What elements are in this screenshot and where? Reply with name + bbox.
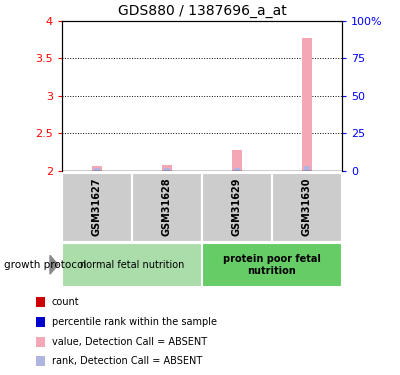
Text: value, Detection Call = ABSENT: value, Detection Call = ABSENT — [52, 337, 207, 347]
Bar — [36, 337, 45, 346]
Bar — [62, 243, 202, 287]
Text: count: count — [52, 297, 80, 307]
Title: GDS880 / 1387696_a_at: GDS880 / 1387696_a_at — [118, 4, 286, 18]
Text: GSM31627: GSM31627 — [92, 178, 102, 237]
Bar — [202, 172, 272, 242]
Bar — [272, 172, 342, 242]
Text: normal fetal nutrition: normal fetal nutrition — [80, 260, 184, 270]
Bar — [92, 166, 102, 171]
Text: GSM31628: GSM31628 — [162, 178, 172, 237]
Text: protein poor fetal
nutrition: protein poor fetal nutrition — [223, 254, 321, 276]
Text: rank, Detection Call = ABSENT: rank, Detection Call = ABSENT — [52, 356, 202, 366]
Bar — [162, 165, 172, 171]
Bar — [62, 172, 132, 242]
Bar — [304, 166, 310, 171]
Bar — [302, 38, 312, 171]
Bar — [132, 172, 202, 242]
Bar — [36, 297, 45, 307]
Bar — [232, 150, 242, 171]
Text: GSM31629: GSM31629 — [232, 178, 242, 237]
Polygon shape — [50, 255, 58, 274]
Bar — [234, 168, 240, 171]
Bar — [36, 317, 45, 327]
Text: growth protocol: growth protocol — [4, 260, 86, 270]
Bar — [202, 243, 342, 287]
Bar — [164, 168, 170, 171]
Bar — [94, 168, 100, 171]
Text: GSM31630: GSM31630 — [302, 178, 312, 237]
Text: percentile rank within the sample: percentile rank within the sample — [52, 317, 217, 327]
Bar — [36, 357, 45, 366]
